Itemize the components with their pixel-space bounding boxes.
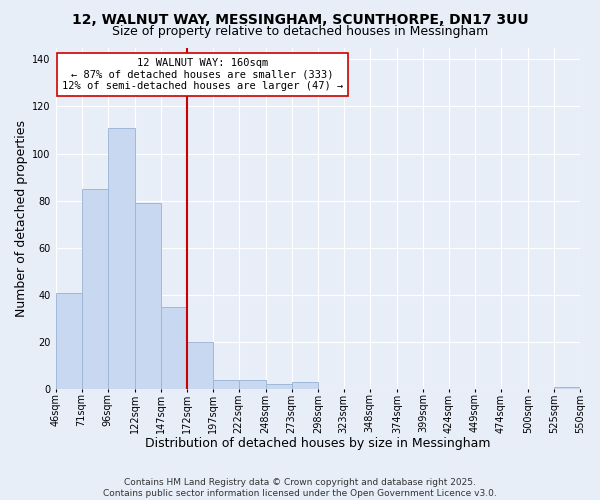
Bar — [266, 384, 292, 389]
Bar — [239, 380, 266, 389]
Bar — [187, 342, 212, 389]
Text: Contains HM Land Registry data © Crown copyright and database right 2025.
Contai: Contains HM Land Registry data © Crown c… — [103, 478, 497, 498]
Bar — [161, 306, 187, 389]
X-axis label: Distribution of detached houses by size in Messingham: Distribution of detached houses by size … — [145, 437, 491, 450]
Bar — [82, 189, 107, 389]
Bar — [292, 382, 318, 389]
Y-axis label: Number of detached properties: Number of detached properties — [15, 120, 28, 317]
Bar — [554, 387, 580, 389]
Bar — [134, 203, 161, 389]
Bar — [212, 380, 239, 389]
Bar — [107, 128, 134, 389]
Text: Size of property relative to detached houses in Messingham: Size of property relative to detached ho… — [112, 25, 488, 38]
Bar — [56, 292, 82, 389]
Text: 12 WALNUT WAY: 160sqm
← 87% of detached houses are smaller (333)
12% of semi-det: 12 WALNUT WAY: 160sqm ← 87% of detached … — [62, 58, 343, 91]
Text: 12, WALNUT WAY, MESSINGHAM, SCUNTHORPE, DN17 3UU: 12, WALNUT WAY, MESSINGHAM, SCUNTHORPE, … — [71, 12, 529, 26]
